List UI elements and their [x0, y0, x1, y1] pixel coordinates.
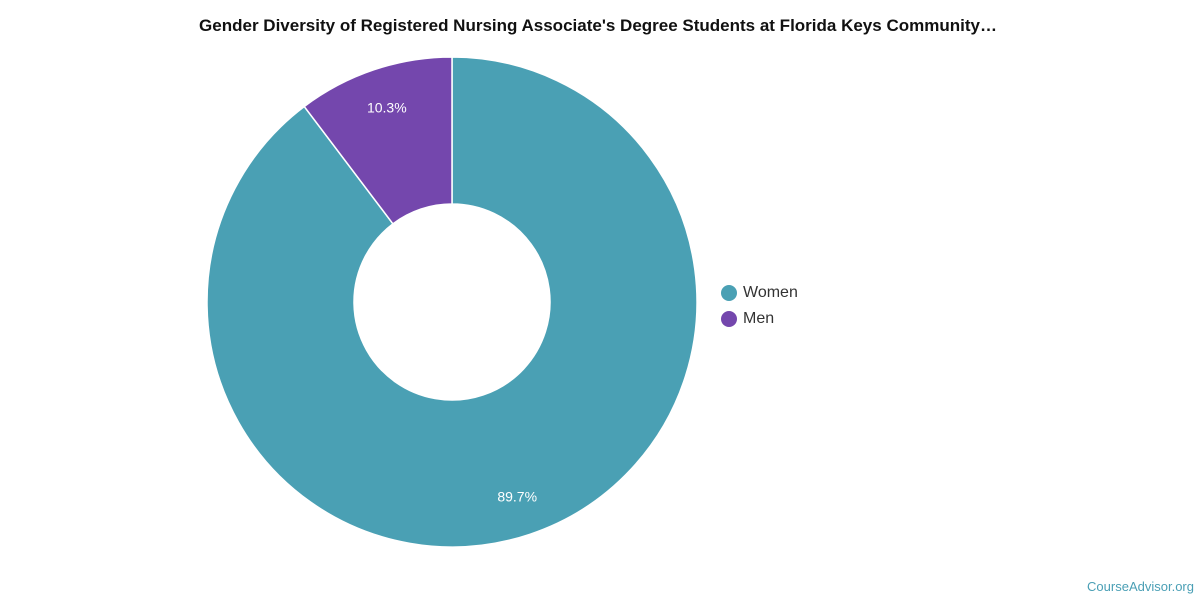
slice-label-men: 10.3%: [367, 100, 407, 116]
legend-swatch-women: [721, 285, 737, 301]
donut-slices: [206, 56, 698, 548]
slice-label-women: 89.7%: [497, 488, 537, 504]
chart-title: Gender Diversity of Registered Nursing A…: [199, 16, 997, 35]
legend-label-women: Women: [743, 284, 798, 301]
slice-women[interactable]: [206, 56, 698, 548]
slice-labels: 89.7% 10.3%: [367, 100, 537, 505]
legend-swatch-men: [721, 311, 737, 327]
legend-item-women[interactable]: Women: [721, 280, 798, 306]
legend-item-men[interactable]: Men: [721, 306, 798, 332]
legend-label-men: Men: [743, 310, 775, 327]
legend: Women Men: [721, 280, 798, 332]
watermark[interactable]: CourseAdvisor.org: [1087, 579, 1194, 594]
slice-men[interactable]: [303, 56, 453, 225]
